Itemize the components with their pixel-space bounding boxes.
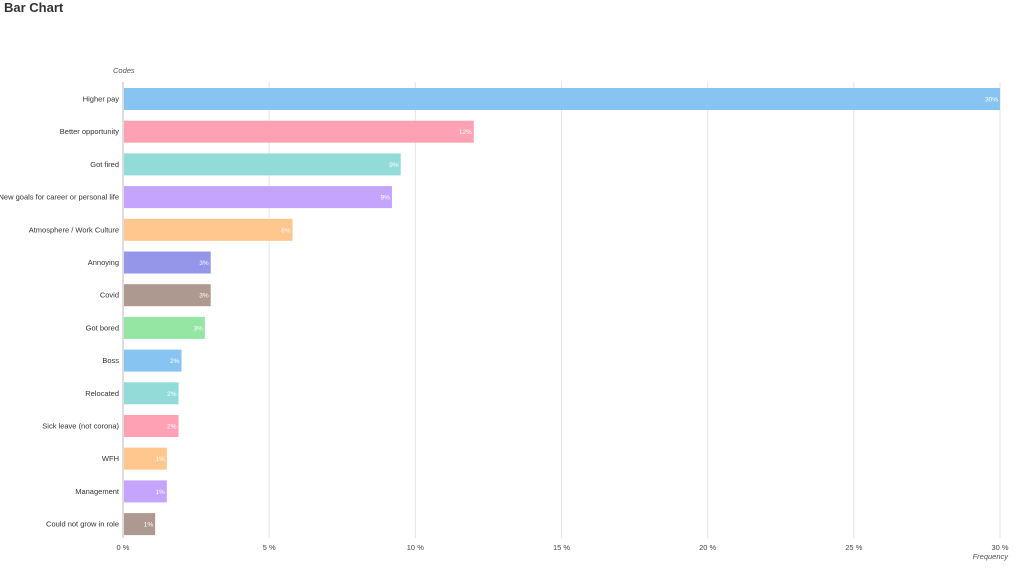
bar bbox=[124, 480, 167, 503]
data-label: 3% bbox=[199, 260, 209, 267]
data-label: 12% bbox=[459, 129, 472, 136]
data-label: 6% bbox=[281, 227, 291, 234]
x-tick-label: 30 % bbox=[991, 543, 1008, 552]
data-label: 3% bbox=[193, 325, 203, 332]
x-tick-label: 25 % bbox=[845, 543, 862, 552]
x-tick-label: 20 % bbox=[699, 543, 716, 552]
x-tick-label: 15 % bbox=[553, 543, 570, 552]
category-label: Better opportunity bbox=[60, 127, 119, 136]
data-label: 3% bbox=[199, 293, 209, 300]
bar bbox=[124, 349, 182, 372]
category-label: Relocated bbox=[85, 389, 119, 398]
data-label: 9% bbox=[389, 162, 399, 169]
x-tick-label: 10 % bbox=[407, 543, 424, 552]
category-label: WFH bbox=[102, 454, 119, 463]
bar bbox=[124, 382, 179, 405]
data-label: 2% bbox=[170, 358, 180, 365]
bar bbox=[124, 251, 211, 274]
data-label: 30% bbox=[985, 97, 998, 104]
bar bbox=[124, 153, 401, 176]
x-tick-label: 0 % bbox=[117, 543, 130, 552]
bar bbox=[124, 316, 205, 339]
data-label: 1% bbox=[155, 456, 165, 463]
data-label: 9% bbox=[381, 195, 391, 202]
bar bbox=[124, 88, 1000, 110]
x-axis-title: Frequency bbox=[973, 552, 1010, 561]
data-label: 2% bbox=[167, 424, 177, 431]
data-label: 2% bbox=[167, 391, 177, 398]
category-label: Management bbox=[75, 487, 120, 496]
bar bbox=[124, 447, 167, 470]
bar bbox=[124, 218, 293, 241]
data-label: 1% bbox=[155, 489, 165, 496]
bar bbox=[124, 120, 474, 143]
page-title: Bar Chart bbox=[4, 0, 64, 15]
category-label: Atmosphere / Work Culture bbox=[29, 225, 119, 234]
category-label: Boss bbox=[102, 356, 119, 365]
category-label: Got fired bbox=[90, 160, 119, 169]
data-label: 1% bbox=[144, 522, 154, 529]
bar bbox=[124, 513, 156, 536]
category-label: New goals for career or personal life bbox=[0, 193, 119, 202]
category-label: Higher pay bbox=[83, 95, 120, 104]
bar bbox=[124, 284, 211, 307]
x-tick-label: 5 % bbox=[263, 543, 276, 552]
category-label: Sick leave (not corona) bbox=[42, 422, 119, 431]
category-label: Could not grow in role bbox=[46, 520, 119, 529]
category-label: Annoying bbox=[88, 258, 119, 267]
bar bbox=[124, 186, 392, 209]
y-axis-title: Codes bbox=[113, 66, 135, 75]
category-label: Got bored bbox=[86, 323, 119, 332]
category-label: Covid bbox=[100, 291, 119, 300]
bar bbox=[124, 415, 179, 437]
